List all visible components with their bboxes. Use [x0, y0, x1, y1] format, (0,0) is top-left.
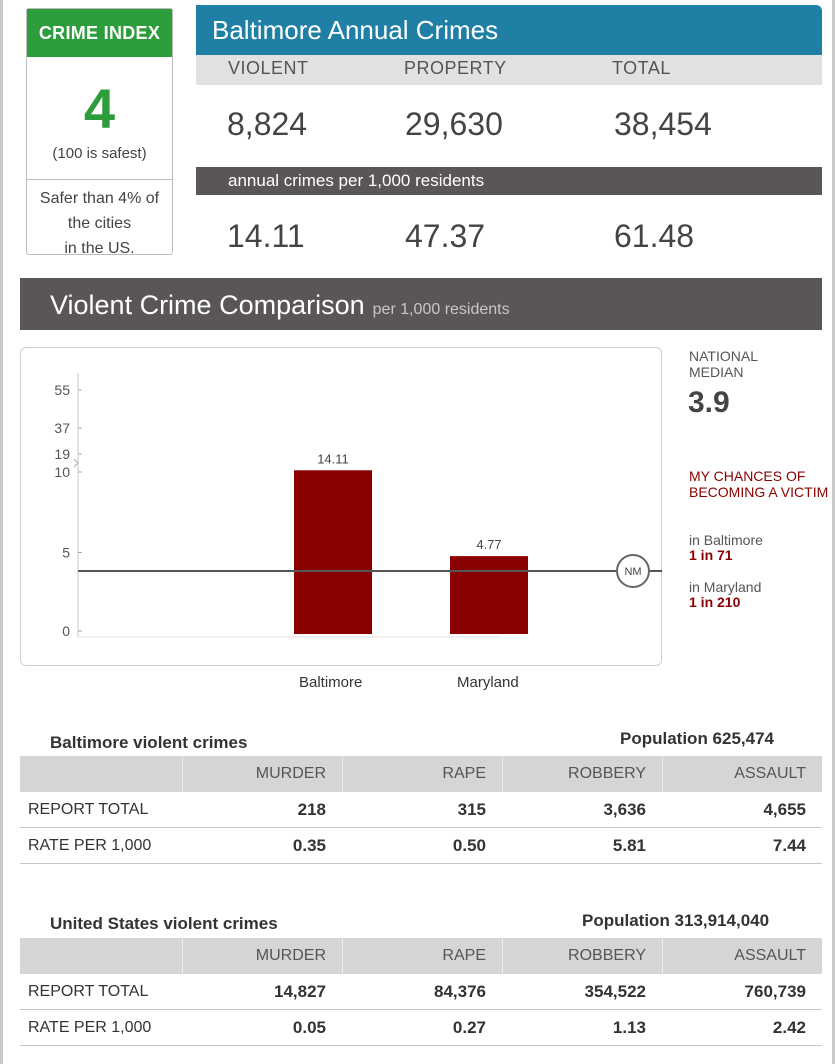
table-cell: 354,522	[584, 982, 646, 1001]
footer-line: in the US.	[64, 240, 135, 257]
bar-value-label: 14.11	[317, 451, 349, 466]
table-cell: 0.35	[292, 836, 326, 855]
crime-index-heading: CRIME INDEX	[27, 9, 172, 57]
property-rate: 47.37	[405, 218, 486, 254]
column-header: RAPE	[342, 756, 502, 792]
row-label: REPORT TOTAL	[28, 801, 149, 818]
violent-total: 8,824	[227, 106, 308, 142]
axis-break-mark	[73, 458, 79, 468]
property-total: 29,630	[405, 106, 503, 142]
table-cell: 84,376	[434, 982, 486, 1001]
victim-chances-title: MY CHANCES OF BECOMING A VICTIM	[689, 468, 829, 500]
victim-odds-baltimore: 1 in 71	[689, 547, 733, 563]
table-cell: 4,655	[763, 800, 806, 819]
table-header-row: MURDER RAPE ROBBERY ASSAULT	[20, 938, 822, 974]
national-label: NATIONAL	[689, 348, 758, 364]
table-cell: 218	[297, 800, 326, 819]
y-tick-label: 19	[54, 446, 70, 462]
column-header: MURDER	[182, 938, 342, 974]
page-border-left	[0, 0, 3, 1064]
column-header: MURDER	[182, 756, 342, 792]
table-cell: 7.44	[772, 836, 806, 855]
victim-odds-maryland: 1 in 210	[689, 594, 741, 610]
column-header: ROBBERY	[502, 938, 662, 974]
total-total: 38,454	[614, 106, 712, 142]
chart-frame	[20, 347, 662, 666]
violent-label: VIOLENT	[228, 58, 309, 78]
footer-line: the cities	[67, 215, 132, 232]
national-median-value: 3.9	[688, 386, 730, 419]
footer-line: Safer than 4% of	[39, 190, 160, 207]
y-tick-label: 10	[54, 464, 70, 480]
table-cell: 3,636	[603, 800, 646, 819]
table-population: Population 313,914,040	[582, 911, 770, 930]
comparison-subtitle: per 1,000 residents	[372, 301, 510, 318]
table-header-row: MURDER RAPE ROBBERY ASSAULT	[20, 756, 822, 792]
row-label: RATE PER 1,000	[28, 837, 152, 854]
table-title: United States violent crimes	[50, 914, 278, 933]
table-cell: 1.13	[612, 1018, 646, 1037]
per-1000-bar: annual crimes per 1,000 residents	[196, 167, 822, 195]
y-tick-label: 0	[62, 623, 70, 639]
violent-crime-chart: 55 37 19 10 5 0 14.11 4.77 NM	[54, 373, 662, 639]
table-row: RATE PER 1,000 0.05 0.27 1.13 2.42	[20, 1010, 822, 1046]
y-tick-label: 5	[62, 545, 70, 561]
y-tick-label: 37	[54, 420, 70, 436]
table-cell: 5.81	[612, 836, 646, 855]
table-cell: 760,739	[744, 982, 806, 1001]
table-population: Population 625,474	[620, 729, 774, 748]
comparison-header: Violent Crime Comparison per 1,000 resid…	[20, 278, 822, 330]
table-cell: 2.42	[772, 1018, 806, 1037]
crime-index-card: CRIME INDEX 4 (100 is safest) Safer than…	[26, 8, 173, 257]
crime-index-value: 4	[83, 77, 116, 140]
table-cell: 14,827	[274, 982, 326, 1001]
nm-marker-label: NM	[624, 566, 641, 578]
table-row: REPORT TOTAL 218 315 3,636 4,655	[20, 792, 822, 828]
category-label-baltimore: Baltimore	[299, 674, 363, 691]
median-label: MEDIAN	[689, 364, 744, 380]
category-label-maryland: Maryland	[457, 674, 519, 691]
annual-crimes-title: Baltimore Annual Crimes	[196, 5, 822, 55]
table-cell: 0.05	[292, 1018, 326, 1037]
bar-maryland	[450, 556, 528, 634]
bar-baltimore	[294, 470, 372, 634]
y-tick-label: 55	[54, 382, 70, 398]
property-label: PROPERTY	[404, 58, 507, 78]
total-rate: 61.48	[614, 218, 695, 254]
table-row: REPORT TOTAL 14,827 84,376 354,522 760,7…	[20, 974, 822, 1010]
bar-value-label: 4.77	[476, 537, 501, 552]
column-header: ASSAULT	[662, 938, 822, 974]
crime-index-note: (100 is safest)	[52, 145, 147, 162]
table-title: Baltimore violent crimes	[50, 733, 248, 752]
nm-marker-circle	[616, 554, 650, 588]
comparison-title: Violent Crime Comparison	[50, 290, 365, 320]
table-row: RATE PER 1,000 0.35 0.50 5.81 7.44	[20, 828, 822, 864]
victim-place-maryland: in Maryland	[689, 579, 762, 595]
column-header: ASSAULT	[662, 756, 822, 792]
table-cell: 315	[457, 800, 486, 819]
page-border-right	[832, 0, 835, 1064]
victim-place-baltimore: in Baltimore	[689, 532, 763, 548]
violent-rate: 14.11	[227, 218, 305, 254]
row-label: RATE PER 1,000	[28, 1019, 152, 1036]
column-header: RAPE	[342, 938, 502, 974]
table-cell: 0.50	[452, 836, 486, 855]
annual-crimes-label-band	[196, 55, 822, 85]
row-label: REPORT TOTAL	[28, 983, 149, 1000]
crime-index-footer: Safer than 4% of the cities in the US.	[27, 179, 172, 261]
column-header: ROBBERY	[502, 756, 662, 792]
table-cell: 0.27	[452, 1018, 486, 1037]
total-label: TOTAL	[612, 58, 671, 78]
